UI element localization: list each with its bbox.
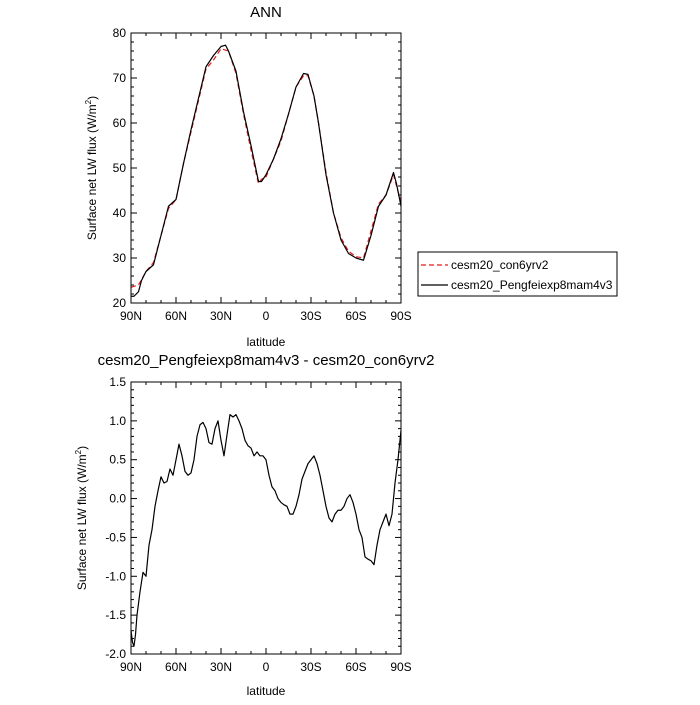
bottom-plot-frame bbox=[130, 381, 402, 655]
top-ytick-label-3: 50 bbox=[113, 161, 127, 175]
bottom-xtick-label-1: 60N bbox=[165, 660, 187, 674]
top-xtick-label-1: 60N bbox=[165, 309, 187, 323]
top-plot-frame bbox=[130, 32, 402, 304]
bottom-y-axis-label-close: ) bbox=[75, 446, 89, 450]
bottom-ytick-label-0: 1.5 bbox=[109, 375, 126, 389]
legend: cesm20_con6yrv2 cesm20_Pengfeiexp8mam4v3 bbox=[417, 251, 618, 297]
top-ytick-label-5: 70 bbox=[113, 71, 127, 85]
bottom-panel-title: cesm20_Pengfeiexp8mam4v3 - cesm20_con6yr… bbox=[98, 352, 435, 369]
bottom-ytick-label-1: 1.0 bbox=[109, 414, 126, 428]
bottom-ytick-label-3: 0.0 bbox=[109, 492, 126, 506]
bottom-xtick-label-4: 30S bbox=[300, 660, 321, 674]
bottom-ytick-label-5: -1.0 bbox=[105, 569, 126, 583]
bottom-x-axis-label: latitude bbox=[247, 684, 286, 698]
top-x-tick-labels: 90N 60N 30N 0 30S 60S 90S bbox=[120, 309, 412, 323]
top-ytick-label-0: 20 bbox=[113, 296, 127, 310]
top-xtick-label-6: 90S bbox=[390, 309, 411, 323]
bottom-ytick-label-6: -1.5 bbox=[105, 608, 126, 622]
top-series-line-cesm20_Pengfeiexp8mam4v3 bbox=[131, 44, 402, 297]
bottom-y-axis-label-superscript: 2 bbox=[74, 449, 83, 454]
legend-label-con6yrv2: cesm20_con6yrv2 bbox=[451, 258, 549, 272]
top-ytick-label-2: 40 bbox=[113, 206, 127, 220]
bottom-ytick-label-2: 0.5 bbox=[109, 453, 126, 467]
legend-box bbox=[417, 251, 618, 297]
top-y-axis-label-close: ) bbox=[85, 96, 99, 100]
bottom-xtick-label-6: 90S bbox=[390, 660, 411, 674]
bottom-ytick-label-4: -0.5 bbox=[105, 530, 126, 544]
bottom-y-tick-labels: 1.5 1.0 0.5 0.0 -0.5 -1.0 -1.5 -2.0 bbox=[105, 375, 126, 661]
top-series-group bbox=[130, 44, 402, 297]
bottom-ytick-label-7: -2.0 bbox=[105, 647, 126, 661]
top-xtick-label-0: 90N bbox=[120, 309, 142, 323]
top-ytick-label-6: 80 bbox=[113, 26, 127, 40]
bottom-xtick-label-0: 90N bbox=[120, 660, 142, 674]
top-xtick-label-5: 60S bbox=[345, 309, 366, 323]
top-ytick-label-4: 60 bbox=[113, 116, 127, 130]
top-xtick-label-2: 30N bbox=[210, 309, 232, 323]
top-y-axis-label-main: Surface net LW flux (W/m bbox=[85, 104, 99, 240]
top-xtick-label-4: 30S bbox=[300, 309, 321, 323]
bottom-panel: cesm20_Pengfeiexp8mam4v3 - cesm20_con6yr… bbox=[74, 352, 434, 698]
top-x-axis-label: latitude bbox=[247, 335, 286, 349]
top-y-tick-labels: 20 30 40 50 60 70 80 bbox=[113, 26, 127, 310]
top-ytick-label-1: 30 bbox=[113, 251, 127, 265]
legend-label-pengfei: cesm20_Pengfeiexp8mam4v3 bbox=[451, 278, 613, 292]
top-panel: ANN 20 30 40 50 60 70 80 90N 60N 30N 0 30S 60S 90S l… bbox=[84, 4, 618, 349]
bottom-series-line-difference bbox=[130, 414, 402, 647]
bottom-y-axis-label-main: Surface net LW flux (W/m bbox=[75, 454, 89, 590]
top-y-axis-label: Surface net LW flux (W/m2) bbox=[84, 96, 99, 240]
top-panel-title: ANN bbox=[250, 4, 282, 21]
top-y-axis-label-superscript: 2 bbox=[84, 99, 93, 104]
bottom-x-tick-labels: 90N 60N 30N 0 30S 60S 90S bbox=[120, 660, 412, 674]
bottom-xtick-label-2: 30N bbox=[210, 660, 232, 674]
bottom-y-axis-label: Surface net LW flux (W/m2) bbox=[74, 446, 89, 590]
bottom-xtick-label-3: 0 bbox=[263, 660, 270, 674]
top-xtick-label-3: 0 bbox=[263, 309, 270, 323]
bottom-series-group bbox=[130, 414, 402, 647]
bottom-xtick-label-5: 60S bbox=[345, 660, 366, 674]
